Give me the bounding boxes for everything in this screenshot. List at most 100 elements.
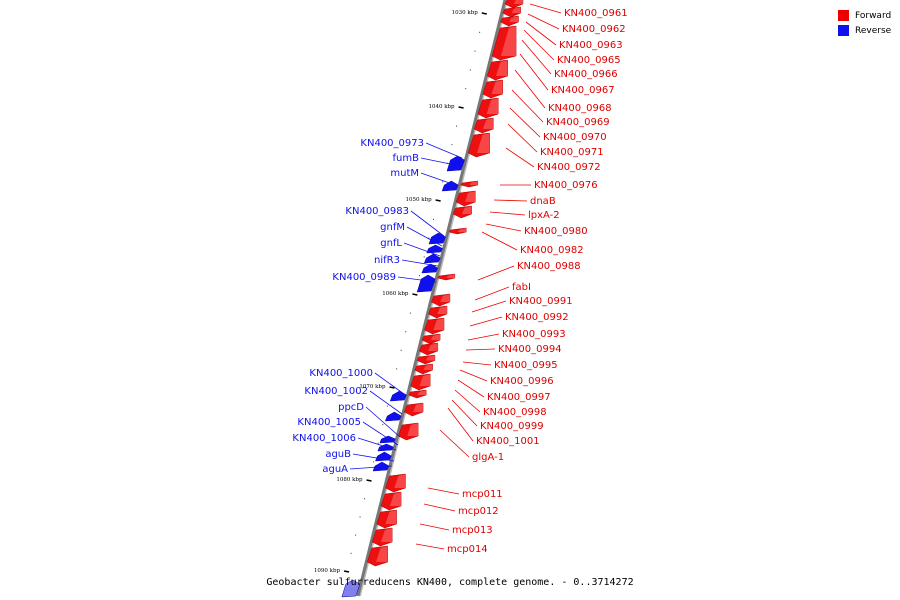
forward-gene-highlight <box>486 98 499 114</box>
reverse-swatch <box>838 25 849 36</box>
gene-label-kn400-0991: KN400_0991 <box>509 296 573 307</box>
forward-gene-highlight <box>407 423 419 436</box>
label-leader-kn400-1000 <box>374 372 405 395</box>
forward-gene-highlight <box>491 80 503 94</box>
gene-label-kn400-1005: KN400_1005 <box>297 417 361 428</box>
gene-label-kn400-1001: KN400_1001 <box>476 436 540 447</box>
gene-label-kn400-0966: KN400_0966 <box>554 69 618 80</box>
label-leader-mutm <box>420 172 459 187</box>
scale-tick-label: 1080 kbp <box>336 477 363 483</box>
forward-gene-highlight <box>500 26 517 56</box>
forward-gene-highlight <box>413 403 424 412</box>
label-leader-kn400-0973 <box>425 142 463 159</box>
gene-labels: KN400_0961 KN400_0962 KN400_0963 KN400_0965… <box>292 3 628 555</box>
minor-tick <box>428 237 430 239</box>
reverse-gene-arrow <box>446 155 465 172</box>
label-leader-kn400-0961 <box>529 3 562 14</box>
label-leader-gnfl <box>403 242 441 257</box>
forward-gene-highlight <box>477 133 490 153</box>
label-leader-kn400-0971 <box>507 123 538 153</box>
minor-tick <box>386 405 388 407</box>
forward-gene-highlight <box>469 181 478 185</box>
label-leader-kn400-0980 <box>485 223 522 232</box>
legend-item-reverse: Reverse <box>838 23 891 38</box>
gene-label-kn400-0998: KN400_0998 <box>483 407 547 418</box>
scale-tick <box>458 106 464 109</box>
forward-gene-highlight <box>482 118 494 129</box>
minor-tick <box>350 552 352 554</box>
scale-ticks: 1030 kbp 1040 kbp 1050 kbp 1060 kbp 1070 kbp… <box>314 10 487 574</box>
gene-label-kn400-0971: KN400_0971 <box>540 147 604 158</box>
scale-tick-label: 1030 kbp <box>452 10 479 16</box>
forward-gene-highlight <box>437 306 447 314</box>
label-leader-kn400-0992 <box>469 316 503 327</box>
scale-tick <box>435 199 441 202</box>
forward-gene-highlight <box>446 274 455 278</box>
reverse-gene-arrow <box>423 253 441 264</box>
scale-tick <box>343 570 350 573</box>
scale-tick <box>389 386 395 389</box>
forward-gene-highlight <box>464 191 476 202</box>
gene-label-kn400-0997: KN400_0997 <box>487 392 551 403</box>
label-leader-mcp012 <box>423 503 456 512</box>
forward-gene-highlight <box>376 546 388 562</box>
label-leader-mcp013 <box>419 523 450 531</box>
forward-gene-highlight <box>440 294 450 302</box>
label-leader-kn400-1002 <box>369 390 403 415</box>
label-leader-kn400-0998 <box>454 389 481 413</box>
forward-swatch <box>838 10 849 21</box>
label-leader-kn400-1006 <box>357 437 397 451</box>
minor-tick <box>405 331 407 333</box>
gene-label-kn400-0993: KN400_0993 <box>502 329 566 340</box>
minor-tick <box>364 498 366 500</box>
minor-tick <box>377 442 379 444</box>
forward-gene-highlight <box>385 510 397 524</box>
reverse-gene-arrow <box>416 274 436 293</box>
minor-tick <box>479 31 481 33</box>
gene-label-nifr3: nifR3 <box>374 255 400 266</box>
minor-tick <box>419 275 421 277</box>
gene-label-kn400-0992: KN400_0992 <box>505 312 569 323</box>
legend-label-reverse: Reverse <box>855 25 892 36</box>
label-leader-lpxa-2 <box>489 211 526 216</box>
label-leader-kn400-0988 <box>477 265 515 281</box>
gene-label-agua: aguA <box>322 464 348 475</box>
scale-tick-label: 1070 kbp <box>359 384 386 390</box>
label-leader-kn400-0962 <box>527 13 560 30</box>
label-leader-agua <box>349 465 393 470</box>
gene-label-kn400-0996: KN400_0996 <box>490 376 554 387</box>
minor-tick <box>359 516 361 518</box>
gene-label-kn400-0988: KN400_0988 <box>517 261 581 272</box>
gene-label-mcp012: mcp012 <box>458 506 499 517</box>
minor-tick <box>409 312 411 314</box>
forward-gene-highlight <box>428 343 438 351</box>
minor-tick <box>355 534 357 536</box>
gene-label-agub: aguB <box>325 449 351 460</box>
gene-label-kn400-0969: KN400_0969 <box>546 117 610 128</box>
gene-label-kn400-0983: KN400_0983 <box>345 206 409 217</box>
scale-tick <box>366 479 372 482</box>
label-leader-kn400-0994 <box>465 348 496 351</box>
minor-tick <box>423 256 425 258</box>
gene-label-mcp014: mcp014 <box>447 544 488 555</box>
backbone-line <box>356 0 507 597</box>
gene-label-mcp011: mcp011 <box>462 489 503 500</box>
gene-label-kn400-0973: KN400_0973 <box>360 138 424 149</box>
reverse-gene-arrow <box>379 435 396 444</box>
scale-tick-label: 1050 kbp <box>406 197 433 203</box>
reverse-gene-arrow <box>377 443 394 452</box>
legend-label-forward: Forward <box>855 10 892 21</box>
legend-item-forward: Forward <box>838 8 891 23</box>
gene-label-gnfm: gnfM <box>380 222 405 233</box>
gene-label-lpxa-2: lpxA-2 <box>528 210 560 221</box>
genome-caption: Geobacter sulfurreducens KN400, complete… <box>266 577 634 588</box>
reverse-gene-arrow <box>426 244 443 254</box>
gene-label-kn400-0972: KN400_0972 <box>537 162 601 173</box>
label-leader-kn400-0999 <box>451 399 478 427</box>
label-leader-kn400-0966 <box>521 39 552 75</box>
minor-tick <box>474 50 476 52</box>
scale-tick-label: 1040 kbp <box>428 104 455 110</box>
scale-tick-label: 1090 kbp <box>314 568 341 574</box>
label-leader-kn400-0968 <box>514 69 546 109</box>
